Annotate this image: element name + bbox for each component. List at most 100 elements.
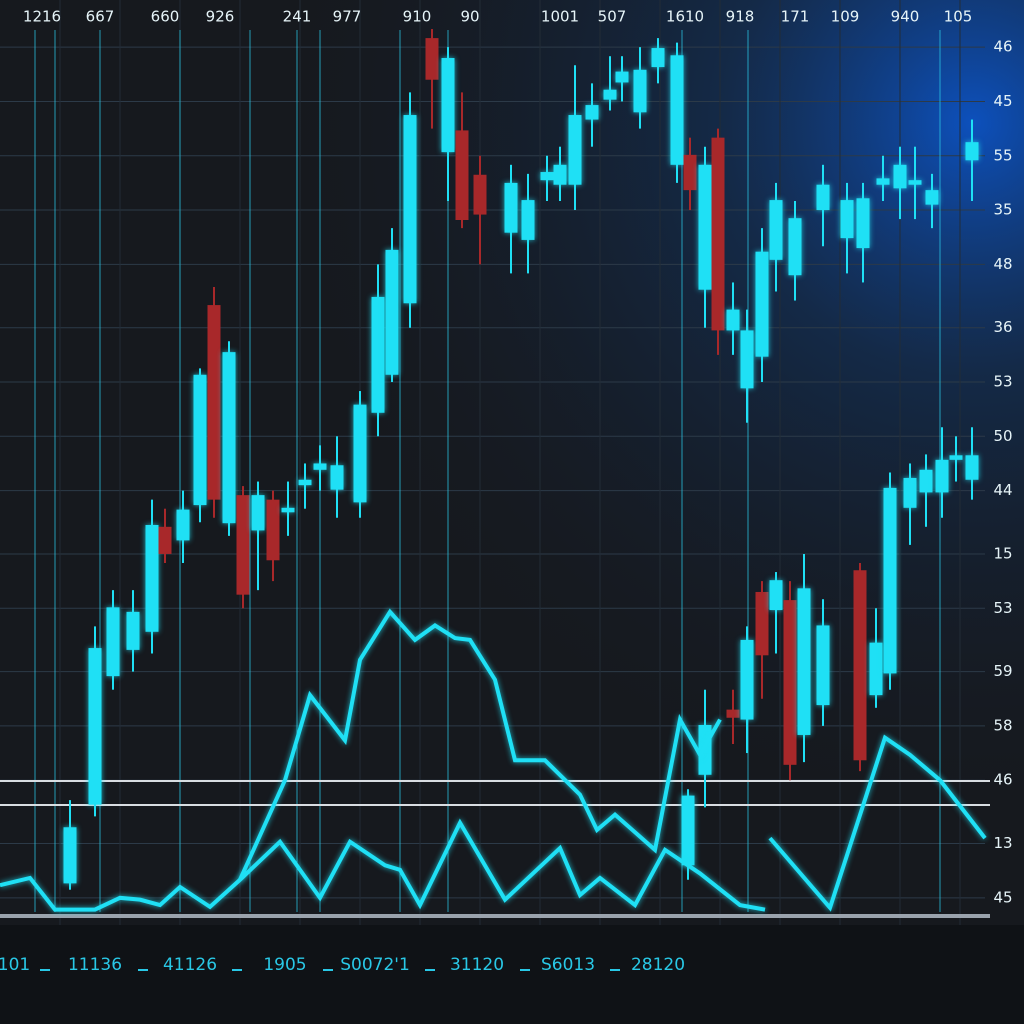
bottom-label: 1905: [263, 955, 306, 975]
indicator-line: [768, 734, 987, 912]
candle-body: [504, 182, 518, 233]
candle-body: [876, 178, 890, 185]
candle-body: [281, 507, 295, 513]
candle-body: [425, 38, 439, 80]
candle-body: [783, 600, 797, 765]
candle-body: [726, 309, 740, 331]
y-tick-label: 46: [993, 771, 1012, 789]
top-label: 926: [206, 8, 235, 26]
y-tick-label: 13: [993, 834, 1012, 852]
indicator-line: [0, 818, 766, 912]
candle-body: [797, 588, 811, 735]
candle-body: [670, 55, 684, 165]
candle-body: [126, 611, 140, 650]
candle-body: [88, 648, 102, 805]
candle-body: [603, 89, 617, 100]
candle-body: [919, 469, 933, 493]
candle-body: [908, 180, 922, 185]
candle-body: [441, 58, 455, 153]
y-tick-label: 44: [993, 481, 1012, 499]
marks: [0, 29, 987, 912]
candle-body: [869, 642, 883, 696]
labels: 46 45 55 35 48 36 53 50 44 15 53 59 58 46 13 45 1216 667 6…: [0, 8, 1013, 976]
y-tick-label: 36: [993, 318, 1012, 336]
candle-body: [816, 625, 830, 706]
candle-body: [925, 190, 939, 205]
candle-body: [949, 455, 963, 460]
top-label: 1610: [666, 8, 704, 26]
bottom-label: 101: [0, 955, 30, 975]
top-label: 910: [403, 8, 432, 26]
candle-body: [788, 218, 802, 276]
candle-body: [330, 465, 344, 490]
candle-body: [769, 200, 783, 260]
top-label: 1216: [23, 8, 61, 26]
bottom-label: 31120: [450, 955, 504, 975]
bottom-label: 28120: [631, 955, 685, 975]
candle-body: [853, 570, 867, 761]
candle-body: [816, 184, 830, 211]
y-tick-label: 45: [993, 92, 1012, 110]
top-label: 977: [333, 8, 362, 26]
top-label: 1001: [541, 8, 579, 26]
y-tick-label: 35: [993, 201, 1012, 219]
footer-band: [0, 925, 1024, 1024]
top-label: 940: [891, 8, 920, 26]
candle-body: [106, 607, 120, 677]
y-tick-label: 48: [993, 255, 1012, 273]
candle-body: [883, 487, 897, 674]
candle-body: [769, 580, 783, 611]
candle-body: [473, 174, 487, 215]
candle-body: [903, 477, 917, 508]
candle-body: [740, 639, 754, 720]
top-label: 90: [460, 8, 479, 26]
bottom-label: S6013: [541, 955, 595, 975]
candle-body: [935, 459, 949, 493]
candle-body: [158, 526, 172, 554]
candle-body: [568, 115, 582, 185]
candle-body: [965, 142, 979, 161]
candle-body: [683, 154, 697, 191]
candle-body: [965, 455, 979, 480]
y-tick-label: 50: [993, 427, 1012, 445]
y-tick-label: 53: [993, 599, 1012, 617]
y-tick-label: 53: [993, 373, 1012, 391]
candle-body: [651, 48, 665, 68]
top-label: 667: [86, 8, 115, 26]
candle-body: [266, 499, 280, 561]
candle-body: [403, 115, 417, 304]
candle-body: [521, 200, 535, 240]
y-tick-label: 58: [993, 716, 1012, 734]
candle-body: [755, 591, 769, 656]
candle-body: [251, 495, 265, 531]
candle-body: [540, 172, 554, 181]
candle-body: [353, 404, 367, 503]
candle-body: [298, 479, 312, 486]
candle-body: [726, 709, 740, 718]
y-tick-label: 45: [993, 888, 1012, 906]
candle-body: [615, 71, 629, 83]
candle-body: [893, 164, 907, 189]
candle-body: [681, 795, 695, 866]
candle-body: [313, 463, 327, 470]
candle-body: [455, 130, 469, 221]
bottom-label: S0072'1: [340, 955, 410, 975]
y-tick-label: 46: [993, 38, 1012, 56]
bottom-label: 11136: [68, 955, 122, 975]
y-tick-label: 55: [993, 146, 1012, 164]
candle-body: [553, 164, 567, 185]
candle-body: [145, 524, 159, 632]
y-tick-label: 59: [993, 662, 1012, 680]
top-label: 171: [781, 8, 810, 26]
top-label: 105: [944, 8, 973, 26]
top-label: 109: [831, 8, 860, 26]
candle-body: [371, 296, 385, 413]
candle-body: [176, 509, 190, 541]
candle-body: [63, 827, 77, 884]
candle-body: [222, 352, 236, 524]
candle-body: [633, 69, 647, 113]
indicator-line: [238, 608, 722, 881]
candle-body: [193, 374, 207, 506]
